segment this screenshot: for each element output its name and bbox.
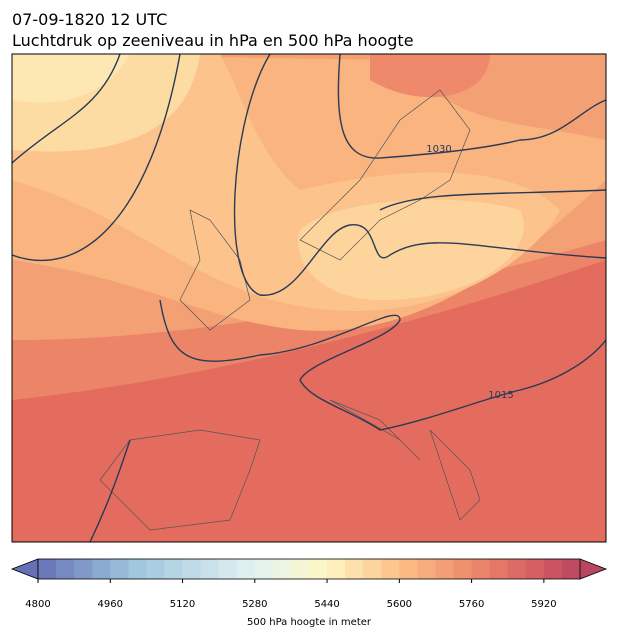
isobar [159,299,606,431]
isobar [337,54,606,159]
colorbar-segment [146,559,165,579]
isobar [379,189,606,211]
colorbar-segment [507,559,527,579]
colorbar-extend [579,558,608,580]
colorbar-segment [381,559,400,579]
colorbar-tick-label: 4800 [25,599,50,610]
colorbar-segment [543,559,563,579]
isobar [12,54,121,164]
colorbar-tick-label: 5600 [387,599,412,610]
colorbar-segment [309,559,328,579]
colorbar-segment [218,559,238,579]
colorbar-tick-label: 5760 [459,599,484,610]
colorbar-segment [525,559,545,579]
colorbar-segment [453,559,473,579]
colorbar: 4800 4960 5120 5280 5440 5600 5760 5920 [10,558,608,610]
colorbar-segment [363,559,382,579]
colorbar-tick-label: 5920 [531,599,556,610]
colorbar-segment [164,559,184,579]
colorbar-segment [327,559,346,579]
colorbar-segment [417,559,436,579]
map [12,54,606,542]
colorbar-segment [435,559,455,579]
colorbar-segment [471,559,491,579]
colorbar-tick-label: 4960 [98,599,123,610]
colorbar-tick-label: 5440 [314,599,339,610]
isobar [12,54,181,262]
isobar [89,439,131,542]
colorbar-segment [200,559,220,579]
colorbar-segment [110,559,129,579]
title: 07-09-1820 12 UTC [12,10,167,29]
field-band [370,54,490,98]
colorbar-segment [345,559,364,579]
colorbar-segment [92,559,111,579]
subtitle: Luchtdruk op zeeniveau in hPa en 500 hPa… [12,31,414,50]
isobar-label: 1015 [488,390,513,401]
isobar [233,54,606,296]
colorbar-segment [128,559,147,579]
colorbar-segment [399,559,418,579]
colorbar-segment [182,559,202,579]
colorbar-segment [561,559,581,579]
colorbar-segment [236,559,256,579]
isobar-label: 1030 [426,144,451,155]
field-band [12,54,130,103]
map-frame [11,53,607,543]
colorbar-segment [74,559,93,579]
colorbar-segment [290,559,310,579]
colorbar-segment [56,559,75,579]
colorbar-segment [272,559,292,579]
coastline [99,89,481,531]
colorbar-label: 500 hPa hoogte in meter [247,617,372,628]
colorbar-frame [37,558,581,580]
colorbar-segment [254,559,274,579]
colorbar-tick-label: 5120 [170,599,195,610]
colorbar-extend [10,558,39,580]
colorbar-segment [489,559,509,579]
colorbar-segment [38,559,57,579]
colorbar-tick-label: 5280 [242,599,267,610]
